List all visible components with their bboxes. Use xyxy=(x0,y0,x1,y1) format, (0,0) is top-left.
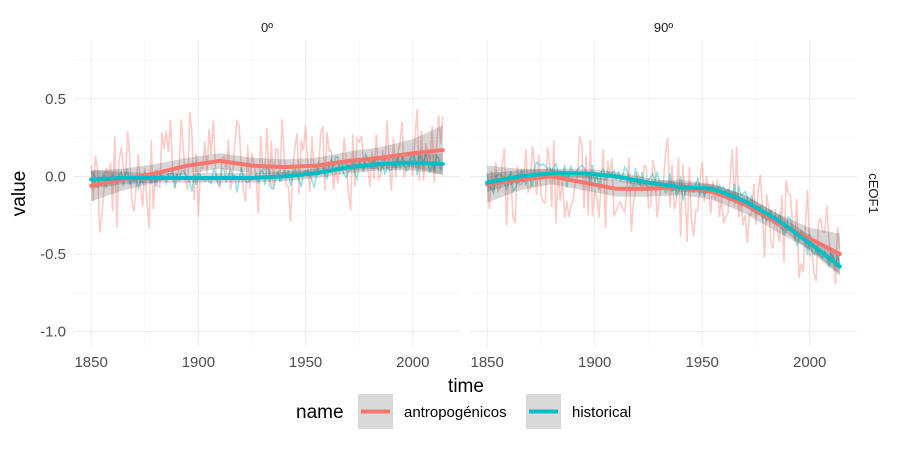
y-tick-label: 0.5 xyxy=(45,91,66,108)
raw-series-line-antropogenicos xyxy=(90,108,444,233)
raw-series-line-antropogenicos xyxy=(486,136,841,285)
x-tick-label: 1900 xyxy=(182,354,215,371)
confidence-band-antropogenicos xyxy=(91,125,443,202)
y-tick-label: 0.0 xyxy=(45,168,66,185)
x-tick-label: 1900 xyxy=(578,354,611,371)
legend-label: antropogénicos xyxy=(404,404,507,421)
x-tick-label: 2000 xyxy=(793,354,826,371)
y-tick-label: -0.5 xyxy=(40,246,66,263)
row-strip-label: cEOF1 xyxy=(866,173,881,213)
legend-label: historical xyxy=(572,404,631,421)
y-tick-label: -1.0 xyxy=(40,323,66,340)
x-axis-title: time xyxy=(448,376,484,397)
y-axis-title: value xyxy=(9,171,30,216)
x-tick-label: 1950 xyxy=(686,354,719,371)
trend-line-historical xyxy=(485,171,842,269)
x-tick-label: 1850 xyxy=(74,354,107,371)
x-tick-label: 1950 xyxy=(289,354,322,371)
legend: name antropogénicos historical xyxy=(296,394,631,429)
facet-panel-0: 0º 1850 1900 1950 2000 xyxy=(74,20,460,371)
facet-strip-label: 0º xyxy=(261,20,273,35)
facet-panel-1: 90º 1850 1900 1950 2000 xyxy=(470,20,857,371)
trend-line-historical xyxy=(89,160,445,182)
x-tick-label: 2000 xyxy=(396,354,429,371)
legend-title: name xyxy=(296,402,344,423)
trend-line-antropogenicos xyxy=(89,148,445,188)
facet-strip-label: 90º xyxy=(654,20,673,35)
x-tick-label: 1850 xyxy=(471,354,504,371)
